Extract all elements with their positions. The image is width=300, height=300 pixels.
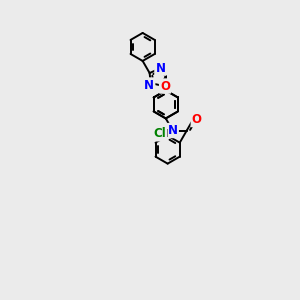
Text: O: O: [192, 113, 202, 126]
Text: N: N: [168, 124, 178, 137]
Text: H: H: [160, 129, 169, 139]
Text: N: N: [155, 62, 165, 75]
Text: Cl: Cl: [153, 127, 166, 140]
Text: O: O: [160, 80, 170, 92]
Text: N: N: [144, 79, 154, 92]
